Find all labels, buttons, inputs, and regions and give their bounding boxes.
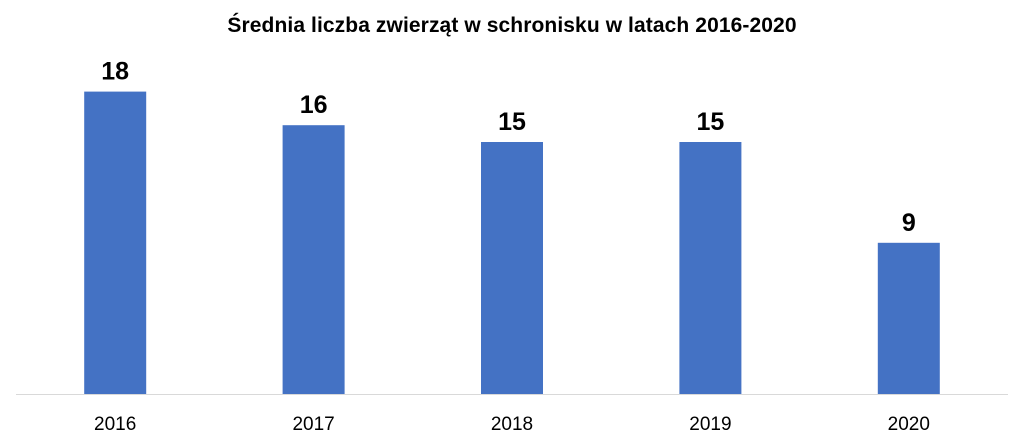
data-label-2020: 9 — [902, 209, 916, 237]
data-label-2018: 15 — [498, 108, 526, 136]
x-tick-label-2019: 2019 — [689, 414, 731, 435]
x-tick-label-2018: 2018 — [491, 414, 533, 435]
bar-2020 — [877, 242, 940, 394]
data-label-2019: 15 — [696, 108, 724, 136]
data-label-2016: 18 — [101, 58, 129, 86]
x-tick-labels-layer: 2016 2017 2018 2019 2020 — [94, 414, 930, 435]
x-tick-label-2016: 2016 — [94, 414, 136, 435]
x-tick-label-2020: 2020 — [888, 414, 930, 435]
bar-2016 — [84, 91, 147, 394]
value-labels-layer: 18 16 15 15 9 — [101, 58, 915, 237]
data-label-2017: 16 — [300, 91, 328, 119]
bar-2017 — [282, 125, 345, 394]
chart-title: Średnia liczba zwierząt w schronisku w l… — [227, 14, 797, 37]
bars-layer — [84, 91, 940, 394]
bar-2018 — [481, 142, 543, 394]
x-tick-label-2017: 2017 — [292, 414, 334, 435]
bar-2019 — [679, 142, 742, 394]
